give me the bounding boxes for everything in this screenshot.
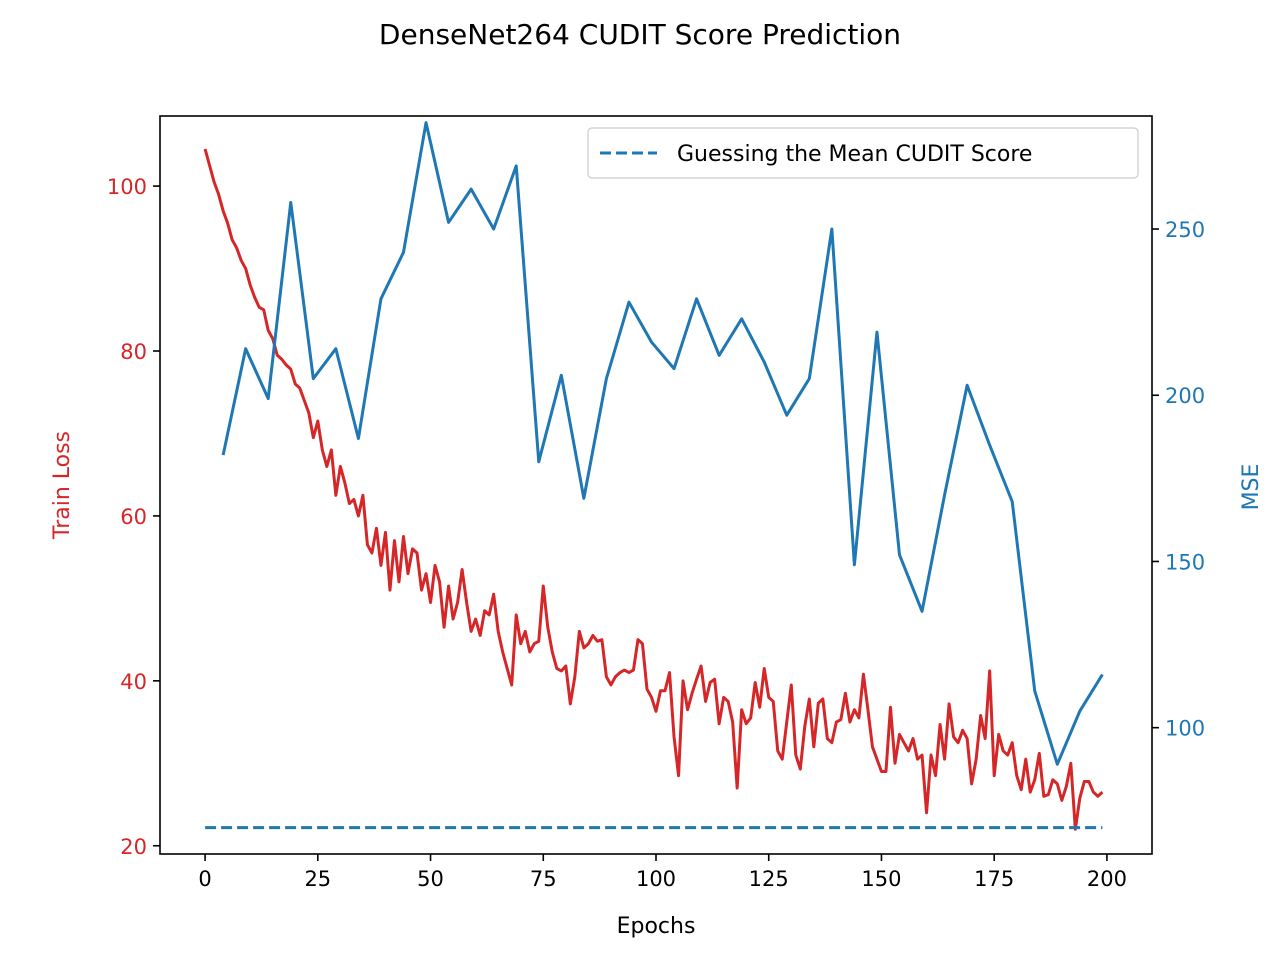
x-tick-label: 0 <box>198 867 211 891</box>
mse-line <box>221 121 1104 766</box>
left-y-tick-label: 60 <box>120 505 147 529</box>
x-axis-title: Epochs <box>617 914 696 939</box>
left-y-tick-label: 40 <box>120 670 147 694</box>
x-tick-label: 200 <box>1087 867 1127 891</box>
plot-area <box>203 121 1104 831</box>
left-y-tick-label: 100 <box>107 175 147 199</box>
x-tick-label: 50 <box>417 867 444 891</box>
right-y-tick-label: 200 <box>1165 384 1205 408</box>
left-y-tick-label: 80 <box>120 340 147 364</box>
x-tick-label: 100 <box>636 867 676 891</box>
legend: Guessing the Mean CUDIT Score <box>587 127 1139 179</box>
right-y-tick-label: 250 <box>1165 218 1205 242</box>
left-y-tick-label: 20 <box>120 835 147 859</box>
right-y-axis: 100 150 200 250 <box>1152 218 1205 741</box>
x-tick-label: 175 <box>974 867 1014 891</box>
legend-box <box>587 127 1139 179</box>
right-y-tick-label: 150 <box>1165 550 1205 574</box>
x-tick-label: 150 <box>861 867 901 891</box>
train-loss-line <box>203 148 1104 831</box>
right-y-axis-title: MSE <box>1239 464 1264 511</box>
x-tick-label: 25 <box>304 867 331 891</box>
x-tick-label: 75 <box>530 867 557 891</box>
legend-label-mean-guess: Guessing the Mean CUDIT Score <box>677 142 1032 167</box>
right-y-tick-label: 100 <box>1165 717 1205 741</box>
left-y-axis-title: Train Loss <box>50 431 75 540</box>
x-axis: 0 25 50 75 100 125 150 175 200 <box>198 854 1127 891</box>
x-tick-label: 125 <box>749 867 789 891</box>
left-y-axis: 20 40 60 80 100 <box>107 175 160 859</box>
chart-title: DenseNet264 CUDIT Score Prediction <box>379 18 901 51</box>
